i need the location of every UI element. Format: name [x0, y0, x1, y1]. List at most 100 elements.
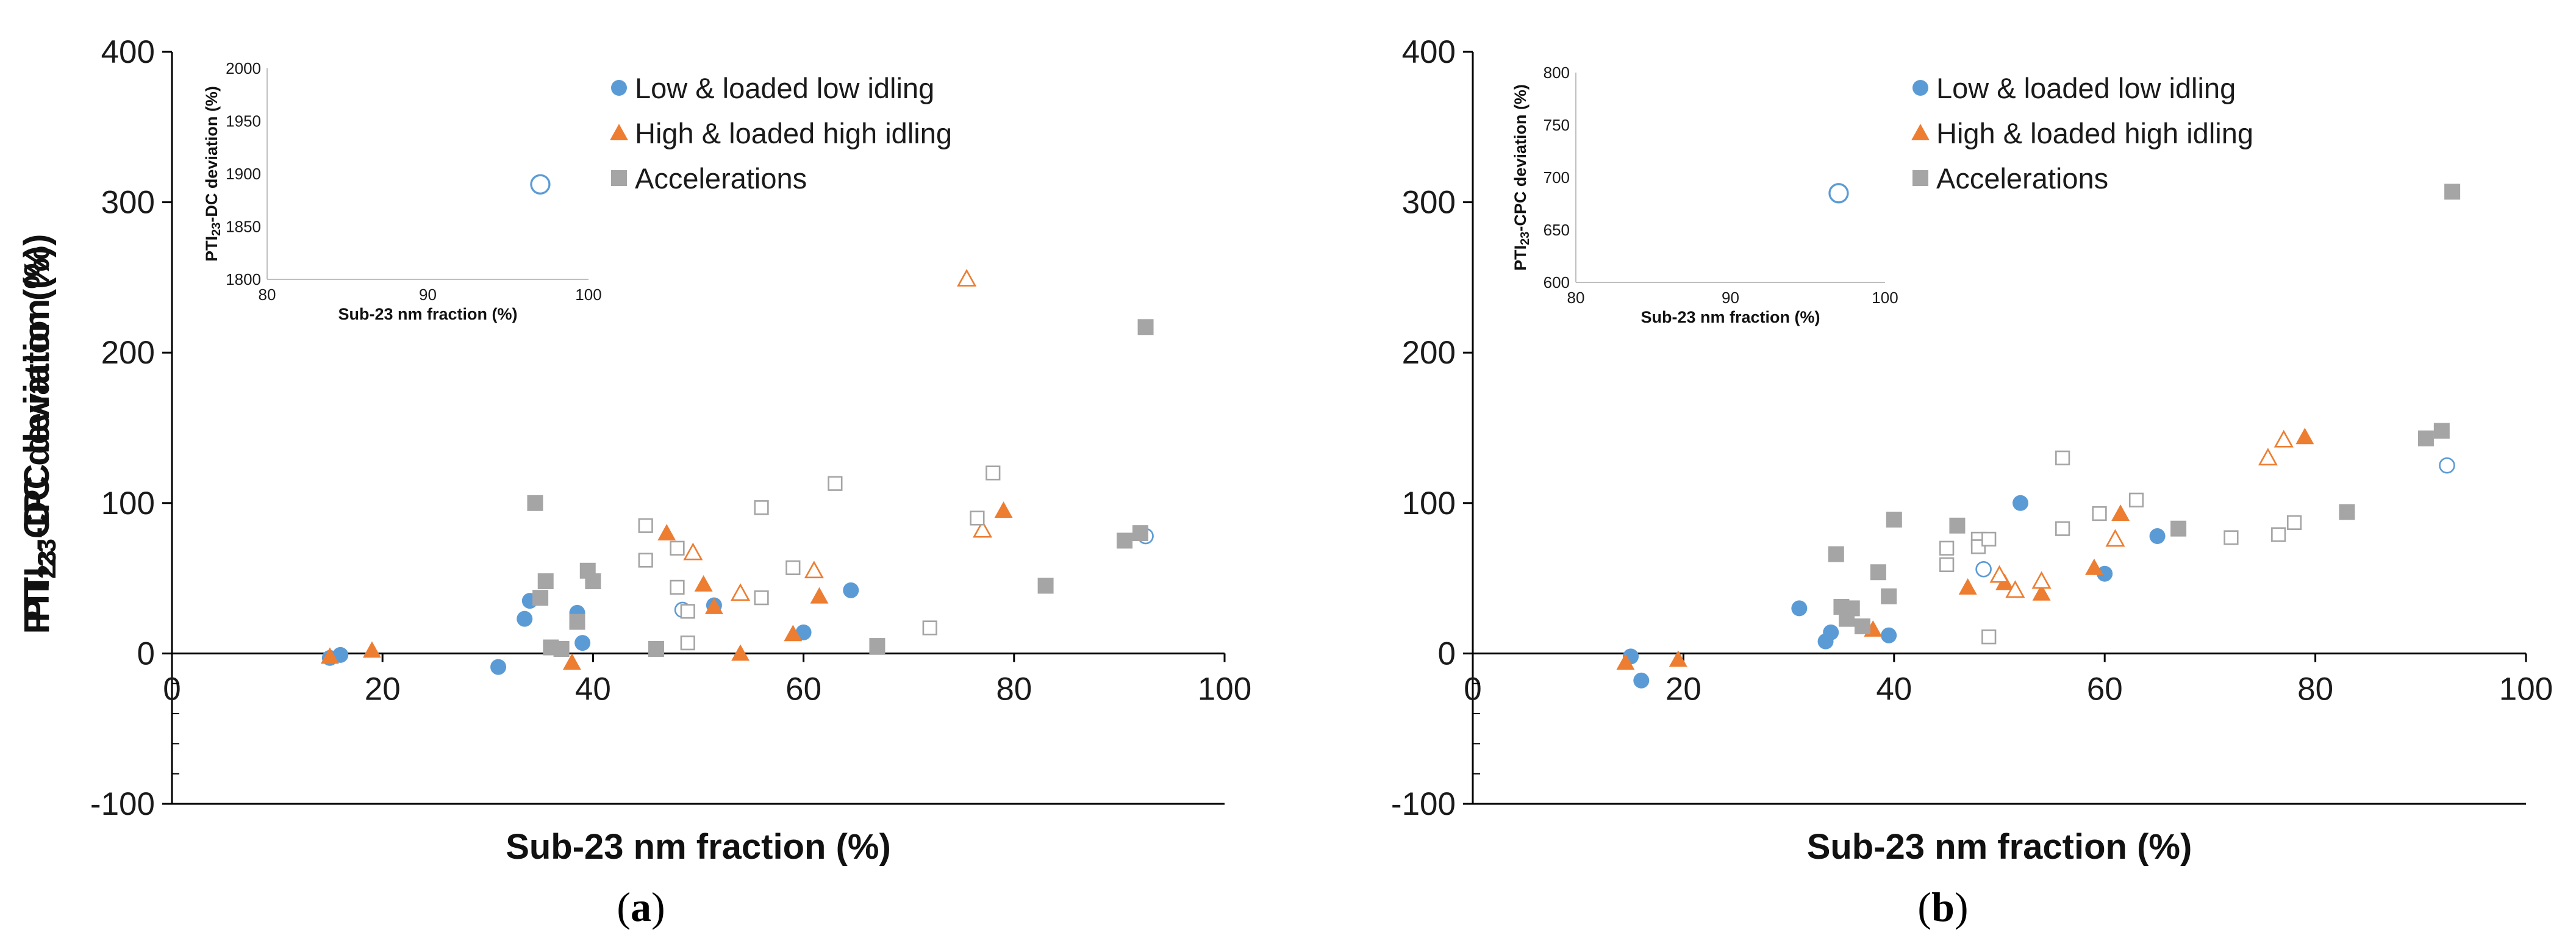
legend-label: Accelerations: [635, 162, 807, 195]
data-point: [537, 573, 554, 590]
inset-y-tick-label: 1900: [226, 165, 261, 183]
series-square-filled: [1828, 184, 2461, 635]
y-tick-label: -100: [1391, 786, 1456, 822]
legend-marker-accel: [611, 170, 627, 186]
panel-label: (b): [1917, 884, 1968, 930]
data-point: [1975, 560, 1992, 578]
inset-y-tick-label: 800: [1544, 63, 1570, 82]
chart-panel-a: -100 0 100 200 300 400 0 20 40 60 80 100 Sub-23 nm f…: [17, 34, 1251, 930]
data-point: [804, 560, 824, 579]
data-point: [670, 540, 685, 556]
panel-label-letter: a: [631, 884, 651, 930]
data-point: [972, 520, 993, 538]
inset-chart: 600 650 700 750 800 80 90 100 Sub-23 nm fraction…: [1511, 63, 1898, 326]
series-triangle-open: [683, 268, 993, 601]
y-tick-label: 400: [101, 34, 155, 70]
y-tick-label: 100: [101, 485, 155, 521]
y-axis-title-prefix: PTI: [17, 579, 57, 634]
data-point: [986, 465, 1001, 481]
y-axis-title-suffix: -CPC deviation (%): [17, 234, 57, 551]
data-point: [2258, 448, 2278, 466]
inset-y-tick-label: 650: [1544, 221, 1570, 239]
x-tick-label: 40: [1876, 671, 1912, 707]
y-tick-label: 200: [101, 335, 155, 371]
x-tick-label: 0: [1464, 671, 1481, 707]
x-tick-label: 80: [996, 671, 1032, 707]
data-point: [527, 495, 543, 511]
data-point: [922, 620, 937, 636]
data-point: [2417, 430, 2434, 446]
data-point: [1981, 629, 1997, 645]
data-point: [1939, 557, 1955, 573]
data-point: [843, 582, 859, 598]
x-axis-title: Sub-23 nm fraction (%): [506, 827, 891, 867]
data-point: [730, 583, 751, 601]
data-point: [2031, 571, 2052, 589]
series-square-filled: [527, 319, 1154, 657]
data-point: [1616, 653, 1635, 670]
x-axis-title: Sub-23 nm fraction (%): [1807, 827, 2192, 867]
x-tick-label: 100: [1198, 671, 1251, 707]
data-point: [574, 635, 591, 651]
data-point: [1989, 565, 2009, 583]
data-point: [657, 524, 676, 541]
inset-y-tick-label: 1950: [226, 112, 261, 131]
data-point: [754, 500, 769, 515]
data-point: [754, 590, 769, 606]
data-point: [1828, 546, 1844, 562]
x-tick-label: 60: [785, 671, 821, 707]
data-point: [1117, 532, 1133, 549]
data-point: [1881, 588, 1897, 604]
data-point: [1132, 525, 1148, 542]
data-point: [1137, 319, 1154, 335]
data-point: [1633, 672, 1650, 689]
data-point: [2097, 565, 2113, 582]
data-point: [731, 644, 750, 661]
inset-data-point: [530, 174, 551, 195]
y-tick-label: 200: [1402, 335, 1456, 371]
legend-marker-high: [1911, 124, 1930, 140]
panel-label-open: (: [617, 884, 631, 930]
data-point: [569, 614, 585, 630]
legend: Low & loaded low idling High & loaded hig…: [1911, 72, 2253, 195]
legend-label: High & loaded high idling: [635, 117, 952, 149]
inset-y-tick-label: 700: [1544, 168, 1570, 187]
data-point: [1870, 564, 1886, 581]
series-circle-filled: [321, 582, 859, 675]
x-tick-label: 0: [163, 671, 181, 707]
inset-y-tick-label: 2000: [226, 59, 261, 77]
data-point: [2055, 521, 2070, 536]
y-tick-label: 300: [1402, 185, 1456, 221]
legend-label: Low & loaded low idling: [635, 72, 934, 104]
legend-label: Accelerations: [1936, 162, 2108, 195]
series-square-open: [638, 465, 1001, 651]
data-point: [2286, 515, 2302, 530]
data-point: [1791, 600, 1808, 617]
data-point: [1037, 578, 1054, 594]
data-point: [828, 476, 843, 491]
data-point: [785, 560, 801, 575]
data-point: [2084, 558, 2103, 575]
y-tick-label: 400: [1402, 34, 1456, 70]
data-point: [2295, 428, 2314, 445]
data-point: [2032, 584, 2051, 601]
data-point: [784, 625, 803, 642]
data-point: [1981, 531, 1997, 547]
data-point: [320, 647, 339, 664]
data-point: [670, 579, 685, 595]
data-point: [1823, 624, 1839, 640]
data-point: [680, 636, 695, 651]
data-point: [562, 653, 581, 670]
data-point: [1958, 578, 1977, 595]
data-point: [795, 624, 812, 640]
y-tick-label: 100: [1402, 485, 1456, 521]
inset-y-axis-title-subscript: 23: [210, 223, 223, 236]
data-point: [1949, 517, 1966, 534]
data-point: [2444, 184, 2461, 200]
legend-marker-low: [1912, 80, 1928, 96]
data-point: [680, 604, 695, 619]
data-point: [1844, 600, 1860, 617]
inset-data-point: [1828, 183, 1849, 204]
